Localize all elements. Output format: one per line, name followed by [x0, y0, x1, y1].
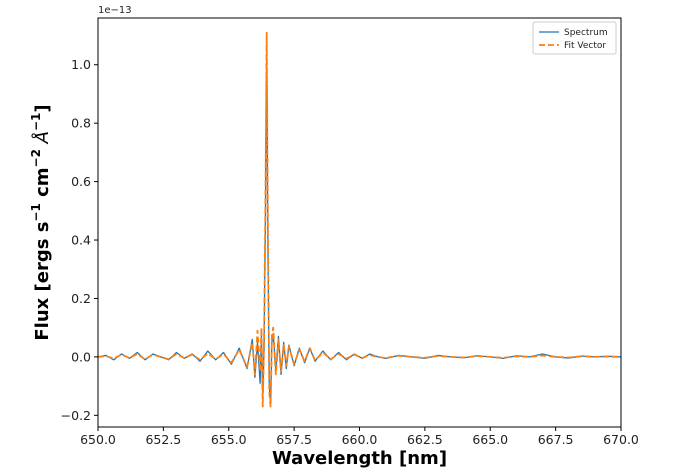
legend-label-fit-vector: Fit Vector: [564, 41, 606, 51]
legend-box: [532, 21, 617, 55]
y-axis-title-main: Flux [ergs s: [32, 222, 53, 341]
y-tick-label: 0.6: [71, 174, 91, 189]
legend: Spectrum Fit Vector: [532, 21, 617, 55]
x-axis-title: Wavelength [nm]: [272, 448, 447, 469]
x-tick-label: 657.5: [276, 432, 312, 447]
x-tick-label: 655.0: [211, 432, 247, 447]
y-axis-title: Flux [ergs s−1 cm−2 Å−1]: [29, 104, 53, 340]
series-line-fit-vector: [98, 31, 621, 408]
y-axis-title-angstrom-exponent: −1: [29, 113, 43, 131]
y-tick-label: 0.8: [71, 116, 91, 131]
plot-frame: [97, 17, 622, 428]
x-tick-label: 665.0: [472, 432, 508, 447]
plot-area: [98, 31, 621, 408]
x-tick-label: 667.5: [538, 432, 574, 447]
y-tick-label: 1.0: [71, 57, 91, 72]
x-tick-label: 652.5: [145, 432, 181, 447]
x-tick-label: 662.5: [407, 432, 443, 447]
y-tick-label: 0.4: [71, 233, 91, 248]
x-tick-label: 660.0: [342, 432, 378, 447]
legend-label-spectrum: Spectrum: [564, 28, 608, 38]
y-axis-title-cm-exponent: −2: [29, 149, 43, 167]
y-axis-title-cm: cm: [32, 167, 53, 203]
y-tick-label: −0.2: [61, 408, 91, 423]
y-axis-title-s-exponent: −1: [29, 203, 43, 221]
y-tick-label: 0.0: [71, 349, 91, 364]
y-offset-label: 1e−13: [98, 5, 132, 16]
x-tick-label: 650.0: [80, 432, 116, 447]
x-tick-label: 670.0: [603, 432, 639, 447]
series-line-spectrum: [98, 40, 621, 405]
axes: 650.0 652.5 655.0 657.5 660.0 662.5 665.0 667.5…: [61, 17, 639, 447]
y-axis-title-close: ]: [32, 104, 53, 112]
y-tick-label: 0.2: [71, 291, 91, 306]
y-axis-title-angstrom: Å: [31, 131, 53, 149]
